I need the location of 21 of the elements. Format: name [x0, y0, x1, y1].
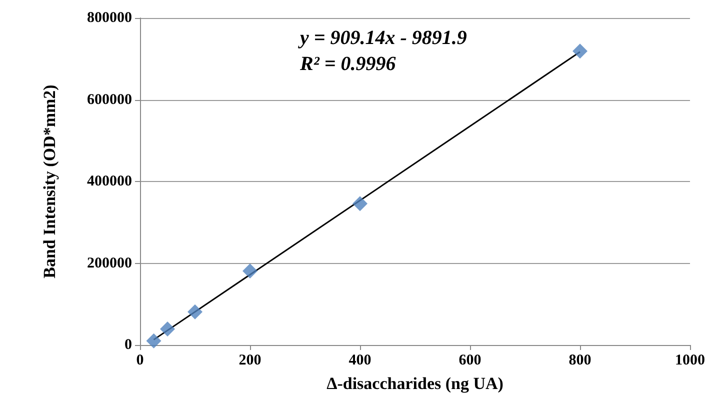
x-tick-label: 800: [568, 352, 592, 368]
x-tick-label: 600: [458, 352, 482, 368]
point: [352, 196, 368, 212]
y-axis-title: Band Intensity (OD*mm2): [40, 84, 59, 278]
y-tick-label: 200000: [87, 255, 132, 272]
annotation: R² = 0.9996: [299, 53, 396, 75]
x-tick-label: 400: [348, 352, 372, 368]
point: [160, 322, 175, 337]
x-axis-title: Δ-disaccharides (ng UA): [326, 374, 504, 393]
x-tick-label: 0: [136, 352, 144, 368]
point: [572, 44, 588, 59]
y-tick-label: 400000: [87, 174, 132, 190]
x-tick-label: 1000: [675, 352, 705, 368]
y-tick-label: 800000: [87, 10, 132, 26]
y-tick-label: 600000: [87, 92, 132, 108]
y-tick-label: 0: [124, 337, 132, 353]
point: [146, 333, 162, 348]
point: [188, 304, 202, 320]
annotation: y = 909.14x - 9891.9: [298, 27, 467, 49]
x-tick-label: 200: [238, 352, 262, 368]
point: [242, 264, 258, 279]
